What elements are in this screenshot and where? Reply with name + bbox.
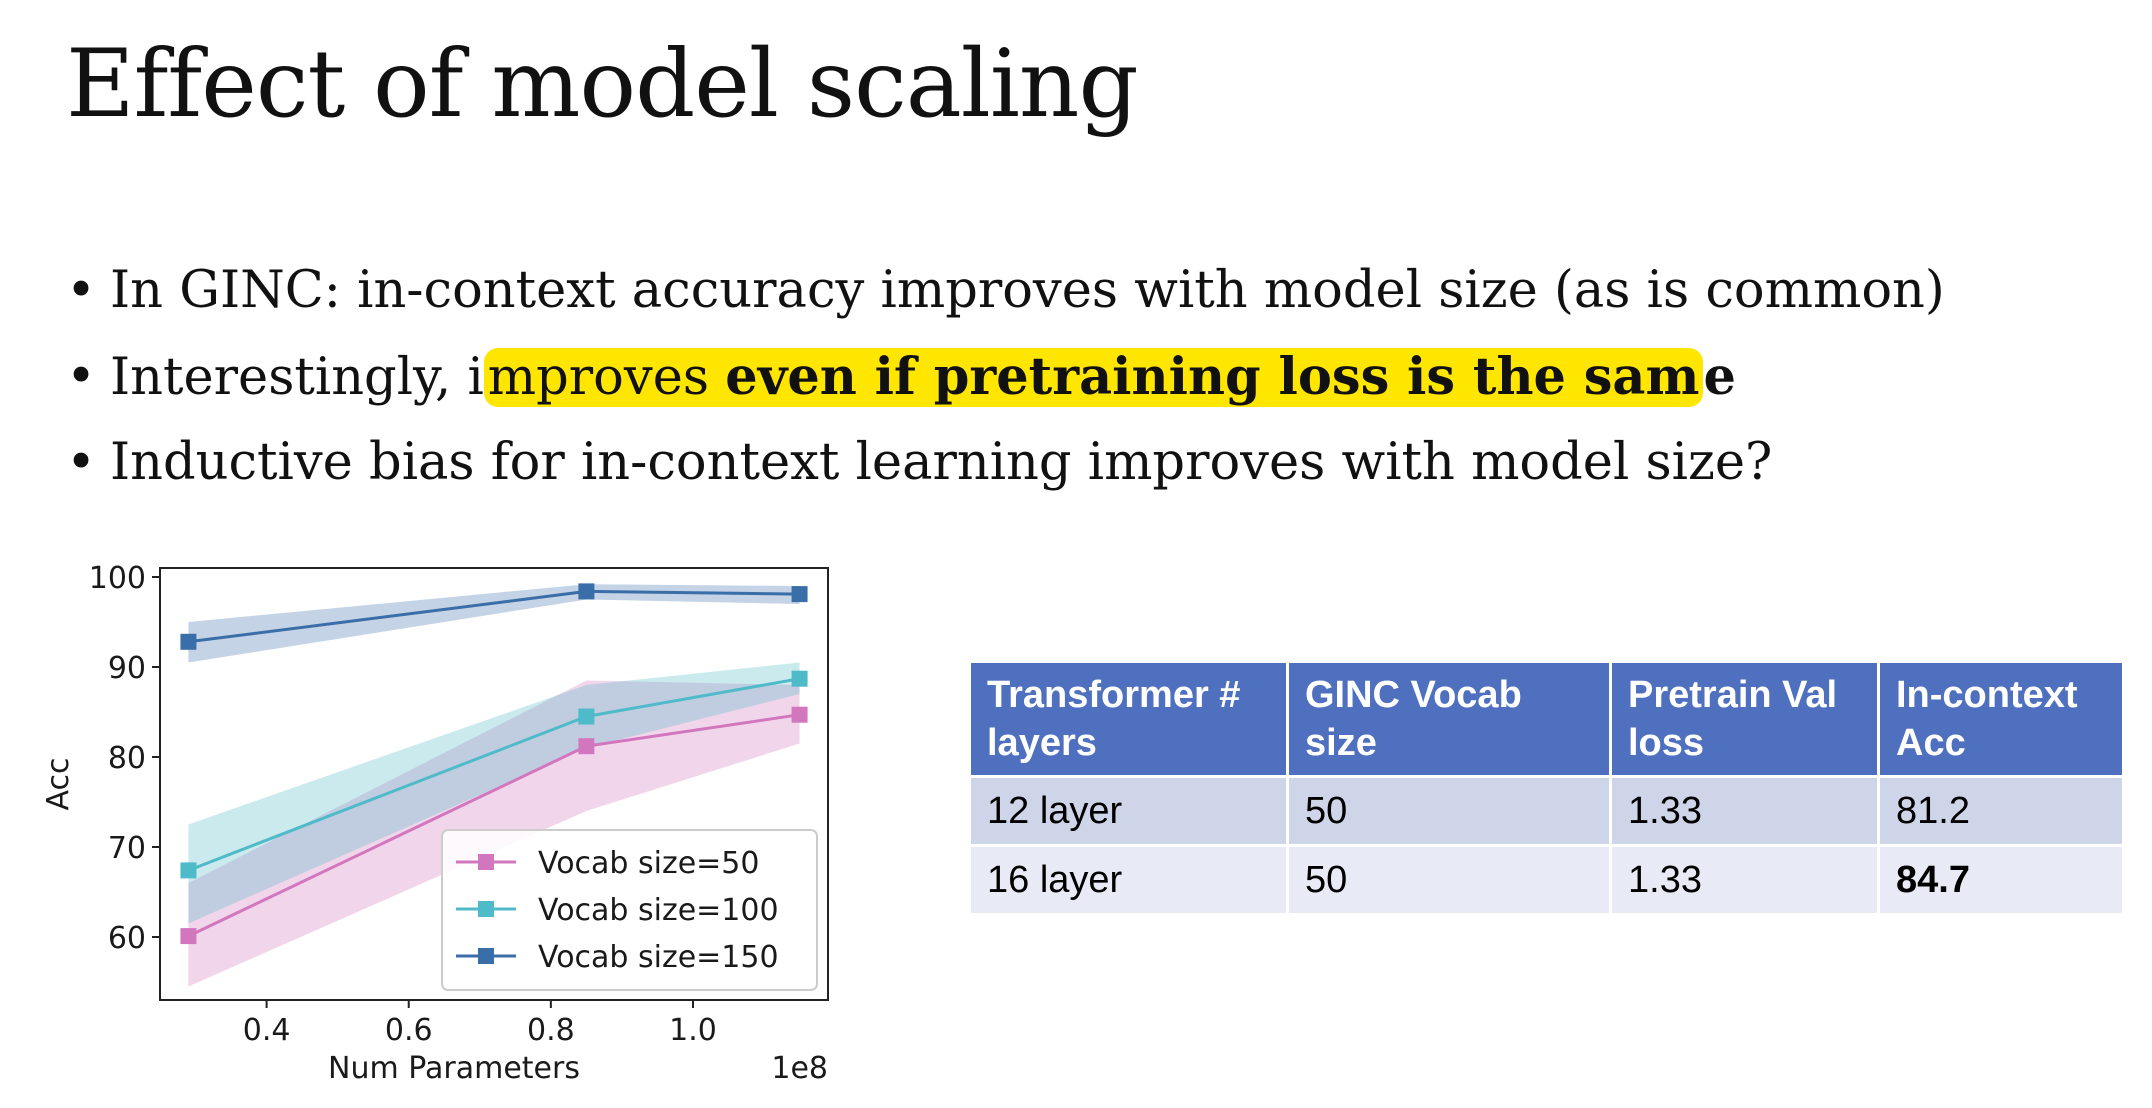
highlight-text: mproves: [487, 348, 726, 407]
bullet-item: • Interestingly, improves even if pretra…: [66, 334, 1945, 420]
y-tick-label: 100: [89, 561, 146, 596]
table-cell: 50: [1286, 844, 1612, 916]
data-point: [791, 670, 808, 687]
data-point: [180, 633, 197, 650]
slide-title: Effect of model scaling: [66, 30, 1139, 139]
legend-label: Vocab size=150: [538, 940, 779, 975]
bullet-item: • Inductive bias for in-context learning…: [66, 420, 1945, 506]
table-row: 12 layer 50 1.33 81.2: [968, 775, 2125, 847]
legend-label: Vocab size=100: [538, 893, 779, 928]
bullet-dot: •: [66, 261, 97, 320]
confidence-band-1: [188, 662, 800, 924]
table-cell: 16 layer: [968, 844, 1289, 916]
y-axis-label: Acc: [41, 758, 76, 811]
results-table: Transformer # layers GINC Vocab size Pretr…: [968, 660, 2125, 916]
confidence-band-2: [188, 584, 800, 663]
data-point: [180, 928, 197, 945]
table-cell: 81.2: [1877, 775, 2125, 847]
plot-frame: [159, 567, 829, 1001]
bullet-item: • In GINC: in-context accuracy improves …: [66, 248, 1945, 334]
bullet-text: Inductive bias for in-context learning i…: [110, 433, 1773, 492]
highlight-mark: mproves even if pretraining loss is the …: [483, 347, 1704, 407]
legend-box: [441, 829, 818, 991]
table-header-cell: In-context Acc: [1877, 660, 2125, 778]
table-cell: 50: [1286, 775, 1612, 847]
data-point: [180, 862, 197, 879]
data-point: [578, 738, 595, 755]
table-cell-highlight: 84.7: [1877, 844, 2125, 916]
x-tick-label: 0.4: [243, 1013, 291, 1048]
table-header-cell: Pretrain Val loss: [1609, 660, 1880, 778]
table-header-row: Transformer # layers GINC Vocab size Pretr…: [968, 660, 2125, 778]
accuracy-line-chart: 60 70 80 90 100 0.4 0.6 0.8 1.0 Num Parameters 1e8…: [41, 561, 829, 1085]
bullet-dot: •: [66, 347, 97, 406]
table-cell: 1.33: [1609, 844, 1880, 916]
x-tick-label: 0.8: [527, 1013, 575, 1048]
x-tick-label: 1.0: [669, 1013, 717, 1048]
data-point: [791, 586, 808, 603]
bullet-list: • In GINC: in-context accuracy improves …: [66, 248, 1945, 506]
bullet-text-bold-tail: e: [1703, 347, 1736, 407]
data-point: [578, 583, 595, 600]
table-cell: 1.33: [1609, 775, 1880, 847]
bullet-text: In GINC: in-context accuracy improves wi…: [110, 261, 1945, 320]
table-cell: 12 layer: [968, 775, 1289, 847]
bullet-dot: •: [66, 433, 97, 492]
x-tick-label: 0.6: [385, 1013, 433, 1048]
highlight-bold-text: even if pretraining loss is the sam: [725, 347, 1700, 407]
table-header-cell: Transformer # layers: [968, 660, 1289, 778]
x-axis-label: Num Parameters: [328, 1051, 580, 1085]
legend-marker: [478, 901, 494, 917]
y-tick-label: 70: [108, 831, 146, 866]
bullet-text-pre: Interestingly, i: [110, 348, 484, 407]
data-point: [578, 708, 595, 725]
data-point: [791, 706, 808, 723]
y-tick-label: 60: [108, 921, 146, 956]
x-axis-offset-label: 1e8: [771, 1051, 828, 1085]
legend-marker: [478, 854, 494, 870]
table-header-cell: GINC Vocab size: [1286, 660, 1612, 778]
legend-marker: [478, 948, 494, 964]
legend-label: Vocab size=50: [538, 846, 759, 881]
table-row: 16 layer 50 1.33 84.7: [968, 844, 2125, 916]
y-tick-label: 90: [108, 651, 146, 686]
y-tick-label: 80: [108, 741, 146, 776]
